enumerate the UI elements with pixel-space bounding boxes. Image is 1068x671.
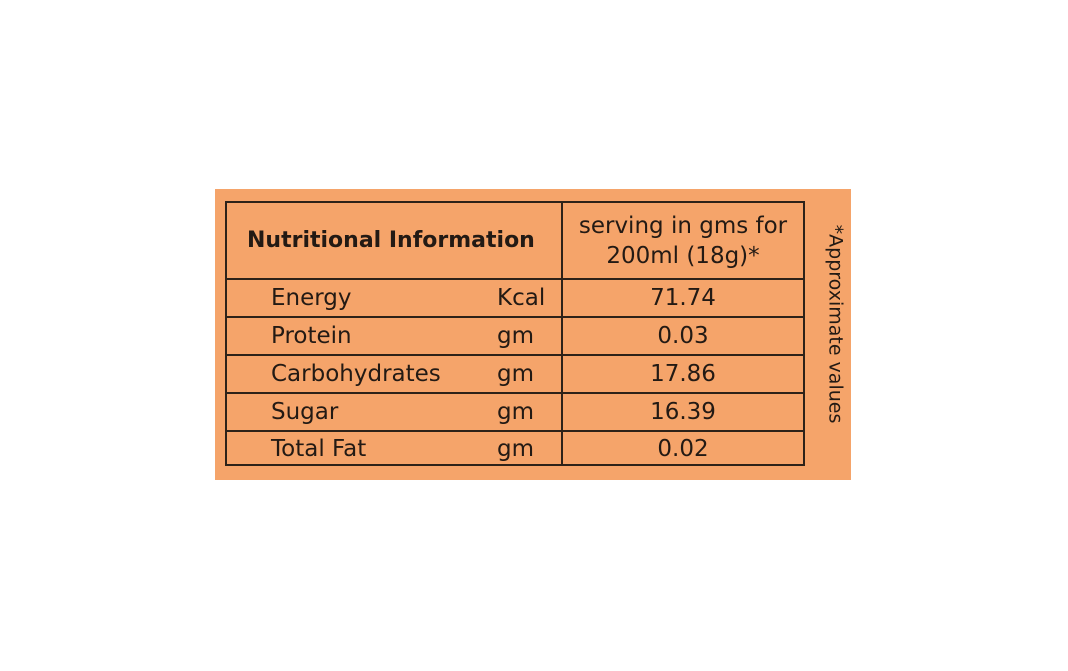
nutrient-name: Energy	[271, 285, 352, 311]
table-row-carbohydrates: Carbohydrates gm 17.86	[227, 356, 803, 394]
table-header-row: Nutritional Information serving in gms f…	[227, 203, 803, 280]
table-row-total-fat: Total Fat gm 0.02	[227, 432, 803, 466]
column-divider	[561, 318, 563, 354]
nutrient-name: Carbohydrates	[271, 361, 441, 387]
nutrient-name: Protein	[271, 323, 352, 349]
nutrient-value: 16.39	[650, 399, 716, 425]
nutrient-name: Total Fat	[271, 436, 367, 462]
column-divider	[561, 394, 563, 430]
footnote: *Approximate values	[820, 209, 850, 439]
nutrient-unit: gm	[497, 436, 535, 462]
serving-header-line-2: 200ml (18g)*	[606, 242, 760, 269]
nutrient-value: 17.86	[650, 361, 716, 387]
nutrition-table: Nutritional Information serving in gms f…	[225, 201, 805, 466]
table-row-energy: Energy Kcal 71.74	[227, 280, 803, 318]
column-divider	[561, 280, 563, 316]
nutrient-value: 0.02	[657, 436, 709, 462]
nutrient-unit: gm	[497, 399, 535, 425]
nutrient-name: Sugar	[271, 399, 339, 425]
column-divider	[561, 356, 563, 392]
serving-header-line-1: serving in gms for	[578, 212, 788, 239]
nutrient-unit: gm	[497, 361, 535, 387]
table-row-protein: Protein gm 0.03	[227, 318, 803, 356]
column-divider	[561, 203, 563, 278]
serving-size-header: serving in gms for 200ml (18g)*	[563, 203, 803, 278]
nutrient-unit: gm	[497, 323, 535, 349]
nutrient-value: 71.74	[650, 285, 716, 311]
table-title: Nutritional Information	[247, 228, 535, 253]
nutrition-panel: Nutritional Information serving in gms f…	[215, 189, 851, 480]
nutrient-value: 0.03	[657, 323, 709, 349]
nutrient-unit: Kcal	[497, 285, 546, 311]
column-divider	[561, 432, 563, 466]
table-row-sugar: Sugar gm 16.39	[227, 394, 803, 432]
footnote-text: *Approximate values	[824, 224, 847, 424]
